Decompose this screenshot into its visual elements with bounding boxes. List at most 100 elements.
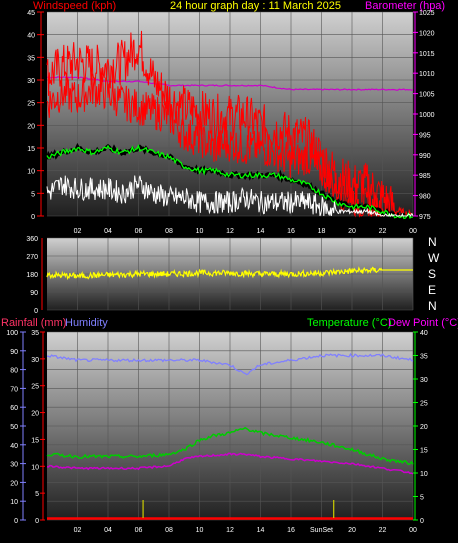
temp-tick-label: 35 [420,354,428,361]
baro-tick-label: 1000 [419,112,435,119]
temp-x-tick-label: 08 [165,527,173,534]
wind-tick-label: 45 [27,10,35,17]
humidity-tick-label: 20 [10,480,18,487]
temp-x-tick-label: 20 [348,527,356,534]
rain-tick-label: 20 [31,411,39,418]
humidity-tick-label: 10 [10,499,18,506]
chart-title: 24 hour graph day : 11 March 2025 [170,0,341,12]
wind-x-tick-label: 16 [287,228,295,235]
temp-tick-label: 40 [420,330,428,337]
temperature-panel-grid [47,331,414,521]
wind-x-tick-label: 06 [135,228,143,235]
dewpoint-line [46,452,414,475]
humidity-tick-label: 30 [10,462,18,469]
direction-tick-label: 360 [26,236,38,243]
temp-x-tick-label: SunSet [310,527,333,534]
wind-x-tick-label: 08 [165,228,173,235]
temperature-panel-series [46,352,414,520]
baro-tick-label: 985 [419,173,431,180]
direction-tick-label: 270 [26,254,38,261]
wind-x-tick-label: 22 [379,228,387,235]
temp-tick-label: 10 [420,471,428,478]
barometer-axis-title: Barometer (hpa) [365,0,445,12]
direction-panel-series [46,266,413,281]
direction-tick-label: 0 [34,308,38,315]
temp-x-tick-label: 22 [379,527,387,534]
wind-tick-label: 10 [27,169,35,176]
temperature-panel-ticks: 0102030405060708090100051015202530350510… [6,330,428,534]
baro-tick-label: 990 [419,153,431,160]
windspeed-axis-title: Windspeed (kph) [33,0,116,12]
humidity-line [46,352,414,376]
baro-tick-label: 975 [419,214,431,221]
wind-x-tick-label: 00 [409,228,417,235]
green-wind-line [46,144,414,220]
wind-panel-ticks: 0510152025303540459759809859909951000100… [27,10,434,235]
humidity-tick-label: 50 [10,424,18,431]
wind-tick-label: 35 [27,55,35,62]
direction-tick-label: 180 [26,272,38,279]
humidity-tick-label: 40 [10,443,18,450]
wind-tick-label: 25 [27,101,35,108]
direction-tick-label: 90 [30,290,38,297]
direction-panel-ticks: 0 90 180 270 360 [26,236,43,315]
rain-tick-label: 5 [35,491,39,498]
temp-x-tick-label: 00 [409,527,417,534]
temp-x-tick-label: 16 [287,527,295,534]
baro-tick-label: 1015 [419,51,435,58]
temp-x-tick-label: 14 [257,527,265,534]
compass-label: S [428,267,436,281]
temperature-line [46,426,414,466]
temp-x-tick-label: 10 [196,527,204,534]
wind-tick-label: 40 [27,33,35,40]
compass-label: N [428,235,437,249]
baro-tick-label: 980 [419,194,431,201]
wind-tick-label: 5 [31,191,35,198]
barometer-line [46,76,414,91]
wind-tick-label: 20 [27,123,35,130]
wind-panel-series [45,30,414,221]
dewpoint-axis-title: Dew Point (°C) [388,317,458,329]
humidity-tick-label: 100 [6,330,18,337]
humidity-axis-title: Humidity [65,317,108,329]
humidity-tick-label: 90 [10,349,18,356]
wind-x-tick-label: 04 [104,228,112,235]
temp-tick-label: 15 [420,448,428,455]
temp-tick-label: 0 [420,518,424,525]
humidity-tick-label: 70 [10,386,18,393]
baro-tick-label: 1005 [419,92,435,99]
baro-tick-label: 995 [419,132,431,139]
white-wind-line [46,175,414,218]
wind-tick-label: 0 [31,214,35,221]
temp-x-tick-label: 02 [74,527,82,534]
compass-label: E [428,283,436,297]
temp-x-tick-label: 06 [135,527,143,534]
temp-tick-label: 25 [420,401,428,408]
humidity-tick-label: 0 [14,518,18,525]
wind-x-tick-label: 12 [226,228,234,235]
wind-direction-line [46,266,413,281]
rain-tick-label: 10 [31,464,39,471]
compass-label: W [428,251,440,265]
rainfall-axis-title: Rainfall (mm) [1,317,66,329]
wind-x-tick-label: 18 [318,228,326,235]
wind-x-tick-label: 10 [196,228,204,235]
wind-tick-label: 15 [27,146,35,153]
wind-x-tick-label: 02 [74,228,82,235]
baro-tick-label: 1020 [419,30,435,37]
compass-label: N [428,299,437,313]
wind-tick-label: 30 [27,78,35,85]
wind-x-tick-label: 20 [348,228,356,235]
temp-x-tick-label: 04 [104,527,112,534]
temp-tick-label: 30 [420,377,428,384]
humidity-tick-label: 60 [10,405,18,412]
temperature-axis-title: Temperature (°C) [307,317,391,329]
rain-tick-label: 25 [31,384,39,391]
baro-tick-label: 1010 [419,71,435,78]
rain-tick-label: 0 [35,518,39,525]
rain-tick-label: 15 [31,437,39,444]
temp-x-tick-label: 12 [226,527,234,534]
temp-tick-label: 5 [420,495,424,502]
